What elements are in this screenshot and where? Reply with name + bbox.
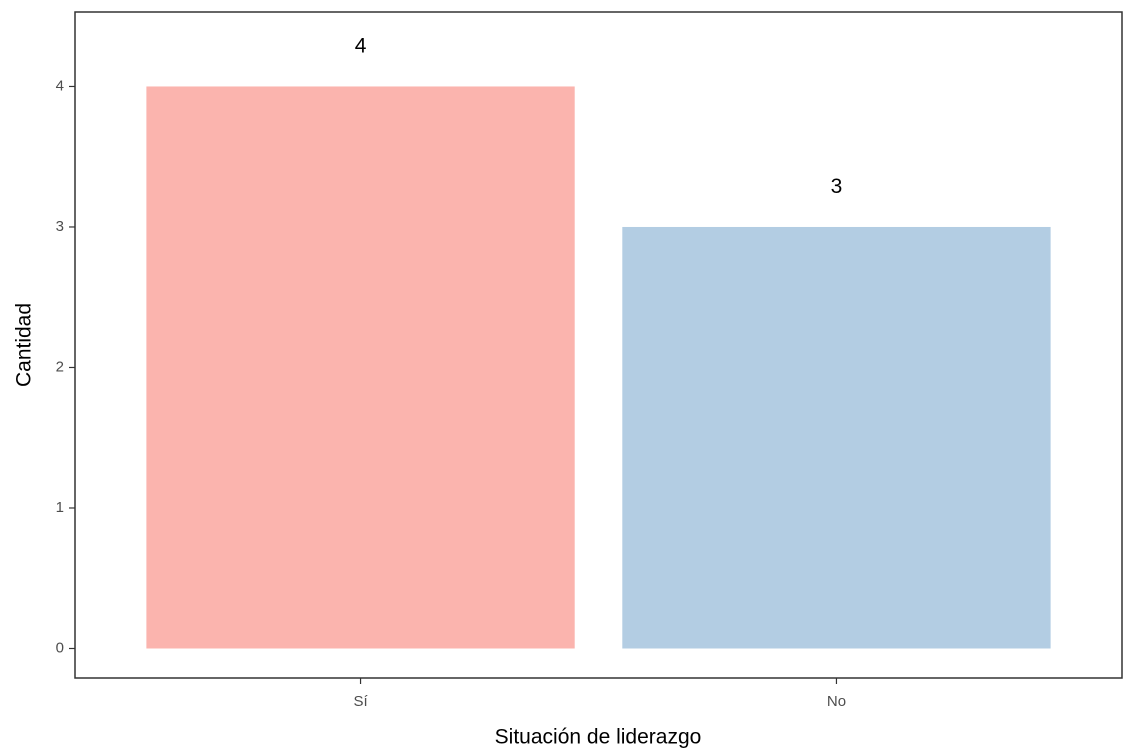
y-tick-label: 0	[56, 639, 64, 656]
x-tick-label: Sí	[353, 693, 368, 710]
value-label: 3	[831, 175, 843, 198]
y-tick-label: 4	[56, 77, 64, 94]
bar	[146, 86, 575, 649]
y-axis-title: Cantidad	[13, 303, 36, 387]
panel-border	[74, 11, 1123, 679]
x-axis-title: Situación de liderazgo	[495, 726, 702, 749]
y-tick-label: 1	[56, 499, 64, 516]
y-tick-label: 2	[56, 358, 64, 375]
x-tick-label: No	[827, 693, 846, 710]
value-label: 4	[355, 35, 367, 58]
y-tick-label: 3	[56, 218, 64, 235]
bar	[622, 226, 1051, 649]
